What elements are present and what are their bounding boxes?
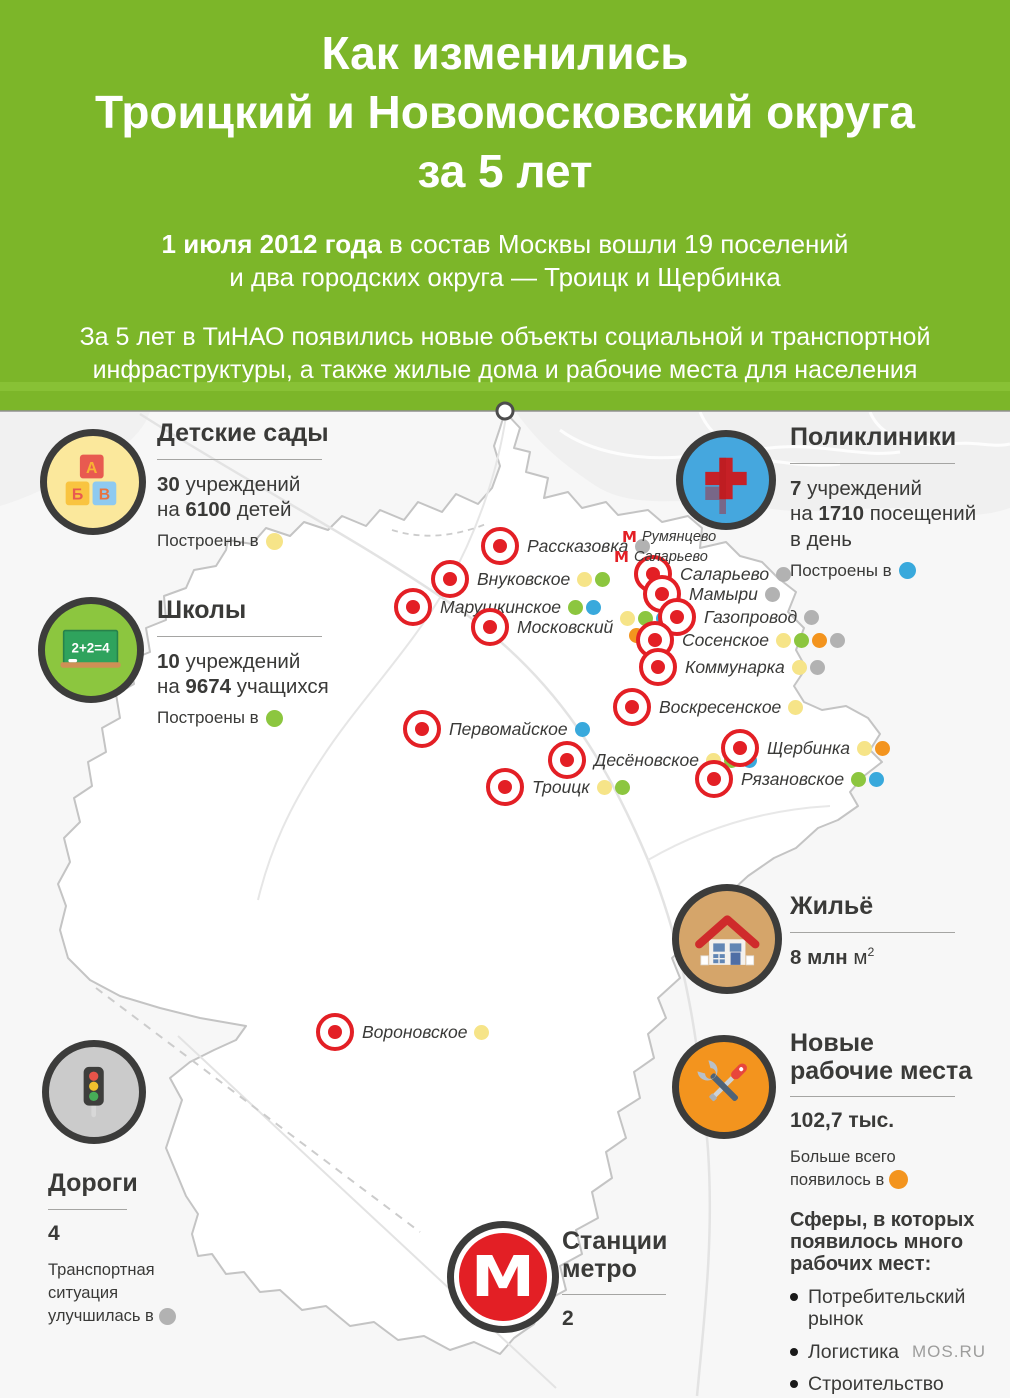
boundary-dashed-line (95, 987, 421, 1233)
road-line (139, 412, 712, 1397)
polyclinics-title: Поликлиники (790, 423, 957, 451)
jobs-most-legend: Больше всего появилось в (790, 1146, 1010, 1192)
roads-block: Дороги 4 Транспортная ситуация улучшилась … (48, 1169, 208, 1328)
schools-title: Школы (157, 596, 247, 624)
housing-stat: 8 млн м2 (790, 944, 875, 969)
jobs-title: Новые рабочие места (790, 1029, 973, 1085)
polyclinics-icon (676, 430, 776, 530)
blue-legend-dot (898, 562, 916, 580)
jobs-icon (672, 1035, 776, 1139)
map-origin-node (495, 401, 515, 421)
housing-icon (672, 884, 782, 994)
roads-count: 4 (48, 1221, 60, 1245)
tools-icon (697, 1060, 748, 1102)
decorative-street (868, 411, 1010, 447)
sphere-item: Логистика (790, 1341, 1010, 1363)
jobs-spheres-title: Сферы, в которых появилось много рабочих м… (790, 1209, 975, 1276)
intro-date: 1 июля 2012 года (161, 228, 382, 259)
polyclinics-block: Поликлиники 7 учреждений на 1710 посещени… (790, 423, 990, 581)
svg-text:А: А (86, 460, 97, 477)
jobs-amount: 102,7 тыс. (790, 1109, 895, 1132)
page-title: Как изменились Троицкий и Новомосковский… (0, 0, 1010, 201)
metro-count: 2 (562, 1307, 574, 1330)
divider (790, 1096, 955, 1097)
kindergartens-title: Детские сады (157, 419, 329, 447)
roads-note: Транспортная ситуация улучшилась в (48, 1259, 208, 1328)
metro-title: Станции метро (562, 1227, 668, 1283)
schools-stat: 10 учреждений на 9674 учащихся (157, 649, 329, 699)
subtitle-paragraph: За 5 лет в ТиНАО появились новые объекты… (79, 323, 931, 384)
gray-legend-dot (158, 1307, 176, 1325)
header-banner: Как изменились Троицкий и Новомосковский… (0, 0, 1010, 411)
svg-text:В: В (99, 487, 110, 504)
polyclinics-stat: 7 учреждений на 1710 посещений в день (790, 476, 977, 552)
abc-blocks-icon: А Б В (66, 455, 117, 506)
yellow-legend-dot (265, 532, 283, 550)
roads-icon (42, 1040, 146, 1144)
house-icon (694, 915, 760, 965)
housing-title: Жильё (790, 892, 874, 920)
roads-title: Дороги (48, 1169, 138, 1197)
svg-text:Б: Б (72, 487, 83, 504)
kindergartens-stat: 30 учреждений на 6100 детей (157, 472, 301, 522)
sphere-item: Строительство (790, 1373, 1010, 1395)
jobs-block: Новые рабочие места 102,7 тыс. Больше все… (790, 1029, 1010, 1398)
metro-block: Станции метро 2 (562, 1227, 722, 1344)
tinao-boundary (57, 411, 883, 1355)
road-line (257, 415, 507, 901)
metro-icon: М (447, 1221, 559, 1333)
mos-ru-logo: MOS.RU (912, 1342, 986, 1361)
divider (157, 635, 322, 637)
divider (790, 462, 955, 464)
polyclinics-built-legend: Построены в (790, 561, 990, 581)
divider (48, 1208, 127, 1210)
svg-text:2+2=4: 2+2=4 (72, 641, 111, 656)
orange-legend-dot (889, 1170, 909, 1190)
green-legend-dot (265, 709, 283, 727)
schools-icon: 2+2=4 (38, 597, 144, 703)
road-line (647, 805, 831, 861)
intro-paragraph: 1 июля 2012 года в состав Москвы вошли 1… (161, 228, 849, 293)
page-title-line3: за 5 лет (417, 144, 593, 197)
medical-cross-icon (705, 457, 747, 515)
kindergartens-block: Детские сады 30 учреждений на 6100 детей … (157, 419, 347, 551)
traffic-light-icon (83, 1067, 105, 1118)
schools-built-legend: Построены в (157, 708, 357, 728)
divider (562, 1294, 666, 1295)
page-title-line2: Троицкий и Новомосковский округа (94, 85, 916, 138)
metro-logo: М (459, 1233, 547, 1321)
kindergartens-icon: А Б В (40, 429, 146, 535)
housing-block: Жильё 8 млн м2 (790, 892, 990, 978)
sphere-item: Потребительский рынок (790, 1286, 1010, 1330)
boundary-dashed-line (391, 523, 487, 537)
jobs-spheres-list: Потребительский рынок Логистика Строител… (790, 1286, 1010, 1395)
divider (157, 458, 322, 460)
divider (790, 931, 955, 933)
schools-block: Школы 10 учреждений на 9674 учащихся Пост… (157, 596, 357, 728)
page-title-line1: Как изменились (321, 27, 689, 79)
kindergartens-built-legend: Построены в (157, 531, 347, 551)
chalkboard-icon: 2+2=4 (60, 630, 122, 669)
road-line (177, 1035, 557, 1389)
